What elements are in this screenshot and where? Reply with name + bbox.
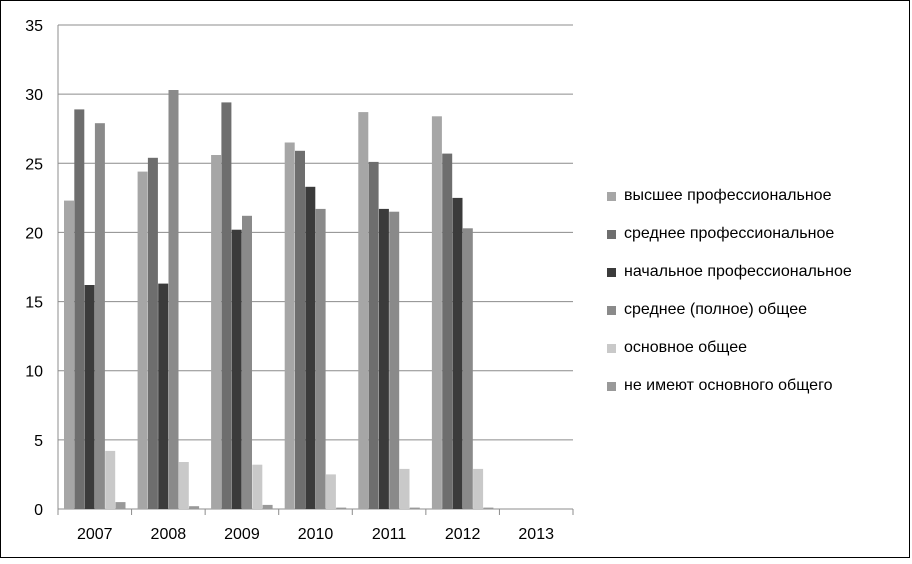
bar — [409, 507, 420, 509]
x-tick-label: 2010 — [298, 526, 334, 543]
legend-item: начальное профессиональное — [607, 253, 907, 291]
bar — [325, 474, 336, 509]
legend-label: среднее профессиональное — [624, 225, 835, 242]
bar — [358, 112, 369, 509]
bar — [431, 116, 442, 510]
bar — [115, 502, 126, 509]
bar — [399, 468, 410, 509]
bar — [105, 450, 116, 509]
legend-label: основное общее — [624, 339, 748, 356]
legend-item: высшее профессиональное — [607, 177, 907, 215]
bar — [221, 102, 232, 510]
bar — [262, 504, 273, 509]
bar — [368, 161, 379, 509]
legend-item: среднее профессиональное — [607, 215, 907, 253]
x-tick-label: 2012 — [445, 526, 481, 543]
y-tick-label: 15 — [25, 295, 43, 312]
bar — [189, 506, 200, 509]
bar — [284, 142, 295, 509]
bar — [483, 507, 494, 509]
bar — [94, 123, 105, 509]
bar — [178, 462, 189, 509]
bar — [137, 171, 148, 509]
legend-label: начальное профессиональное — [624, 263, 852, 280]
bar — [473, 468, 484, 509]
legend-label: среднее (полное) общее — [624, 301, 807, 318]
bar — [462, 228, 473, 510]
legend-item: основное общее — [607, 329, 907, 367]
bar — [389, 211, 400, 509]
legend-label: не имеют основного общего — [624, 377, 833, 394]
bar — [231, 229, 242, 509]
x-tick-label: 2007 — [77, 526, 113, 543]
x-tick-label: 2009 — [224, 526, 260, 543]
bar — [252, 464, 263, 509]
legend-swatch — [607, 229, 616, 239]
bar — [211, 155, 222, 509]
x-tick-label: 2013 — [518, 526, 554, 543]
legend: высшее профессиональное среднее профессио… — [607, 177, 907, 405]
y-tick-label: 0 — [34, 502, 43, 519]
bar — [158, 283, 169, 509]
x-tick-label: 2008 — [151, 526, 187, 543]
y-tick-label: 10 — [25, 364, 43, 381]
y-tick-label: 30 — [25, 87, 43, 104]
bar — [74, 109, 85, 510]
bar — [378, 208, 389, 509]
bar — [84, 285, 95, 509]
legend-swatch — [607, 267, 616, 277]
bar — [64, 200, 74, 509]
legend-swatch — [607, 381, 616, 391]
bar — [242, 215, 252, 510]
x-tick-label: 2011 — [372, 526, 407, 543]
legend-swatch — [607, 305, 616, 315]
legend-item: не имеют основного общего — [607, 367, 907, 405]
y-tick-label: 5 — [34, 433, 43, 450]
y-tick-label: 25 — [25, 156, 43, 173]
bar — [168, 90, 179, 509]
y-tick-label: 35 — [25, 18, 43, 35]
bar — [442, 153, 453, 509]
bar — [305, 186, 316, 510]
bar — [336, 507, 347, 509]
bar — [452, 197, 463, 509]
bar — [147, 157, 158, 510]
legend-label: высшее профессиональное — [624, 187, 832, 204]
bar — [295, 150, 305, 510]
y-tick-label: 20 — [25, 225, 43, 242]
bar — [315, 208, 326, 509]
legend-swatch — [607, 191, 616, 201]
legend-swatch — [607, 343, 616, 353]
legend-item: среднее (полное) общее — [607, 291, 907, 329]
